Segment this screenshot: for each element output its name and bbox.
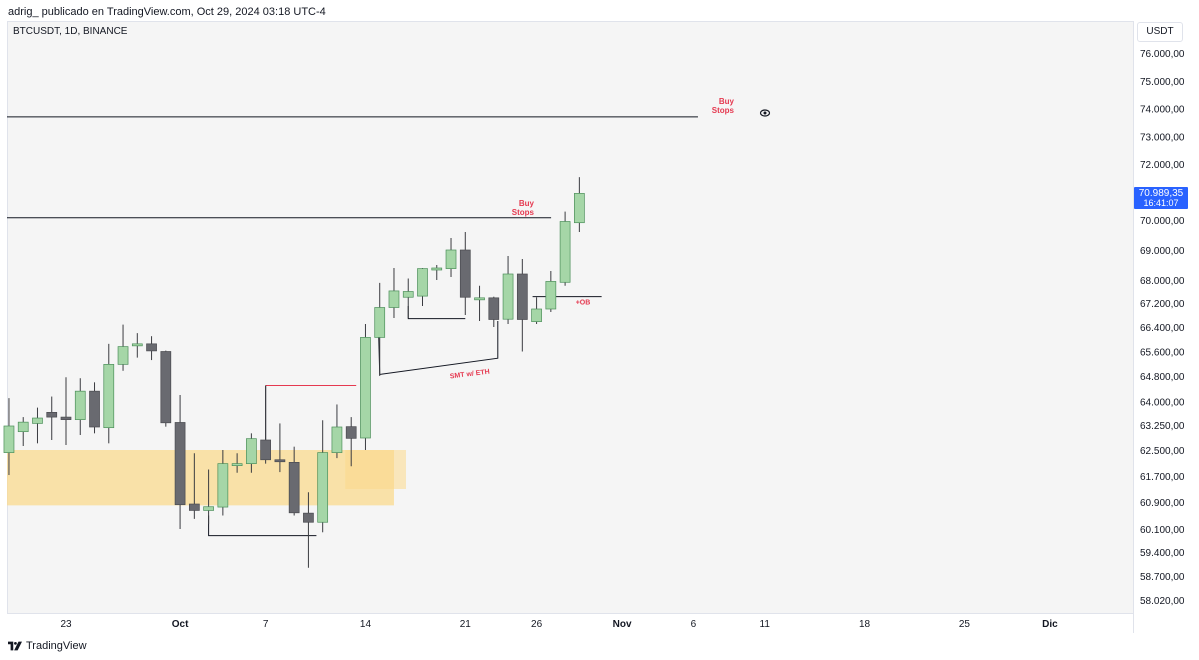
price-axis[interactable] — [1133, 21, 1199, 633]
x-tick-label: 18 — [859, 619, 871, 630]
publish-attribution: adrig_ publicado en TradingView.com, Oct… — [8, 6, 326, 18]
y-tick-label: 69.000,00 — [1140, 246, 1185, 257]
candle-body-55 — [516, 273, 528, 320]
candle-body-59 — [574, 193, 585, 224]
candle-body-33 — [203, 506, 214, 511]
x-tick-label: 21 — [460, 619, 472, 630]
candle-body-58 — [559, 221, 571, 283]
candle-body-45 — [374, 307, 386, 338]
candle-body-21 — [32, 417, 43, 424]
candle-body-43 — [345, 426, 357, 439]
lows-bracket — [208, 515, 317, 537]
tradingview-logo-icon — [8, 641, 22, 651]
candle-body-47 — [402, 291, 414, 298]
y-tick-label: 75.000,00 — [1140, 77, 1185, 88]
candle-body-31 — [174, 422, 186, 506]
x-tick-label: Oct — [172, 619, 189, 630]
y-tick-label: 65.600,00 — [1140, 348, 1185, 359]
demand-zone — [7, 450, 394, 506]
candle-body-37 — [260, 439, 271, 461]
candle-body-20 — [17, 421, 29, 433]
candle-body-38 — [274, 459, 286, 463]
x-tick-label: 6 — [691, 619, 697, 630]
candle-body-36 — [246, 438, 257, 464]
smt-divergence-line — [378, 321, 499, 376]
tradingview-branding: TradingView — [8, 640, 87, 652]
candle-body-29 — [146, 343, 157, 352]
candle-body-22 — [46, 412, 58, 418]
x-tick-label: 7 — [263, 619, 269, 630]
y-tick-label: 72.000,00 — [1140, 160, 1185, 171]
y-tick-label: 68.000,00 — [1140, 276, 1185, 287]
y-tick-label: 62.500,00 — [1140, 446, 1185, 457]
y-tick-label: 74.000,00 — [1140, 105, 1185, 116]
candle-body-51 — [459, 249, 471, 298]
x-tick-label: Dic — [1042, 619, 1058, 630]
time-axis[interactable] — [7, 613, 1133, 634]
current-price-tag — [1134, 187, 1188, 209]
inner-zone — [345, 450, 406, 489]
x-tick-label: 23 — [60, 619, 72, 630]
x-tick-label: Nov — [613, 619, 632, 630]
x-tick-label: 25 — [959, 619, 971, 630]
y-tick-label: 76.000,00 — [1140, 49, 1185, 60]
candle-body-48 — [417, 268, 428, 297]
candle-body-50 — [445, 249, 457, 269]
currency-button[interactable]: USDT — [1137, 22, 1183, 42]
y-tick-label: 58.020,00 — [1140, 596, 1185, 607]
candle-body-28 — [131, 343, 143, 347]
y-tick-label: 61.700,00 — [1140, 472, 1185, 483]
candle-body-24 — [74, 390, 86, 420]
ob-label: +OB — [576, 300, 591, 307]
candle-body-30 — [160, 351, 172, 424]
symbol-label: BTCUSDT, 1D, BINANCE — [13, 26, 128, 37]
y-tick-label: 70.000,00 — [1140, 216, 1185, 227]
candle-body-27 — [117, 346, 129, 365]
y-tick-label: 60.100,00 — [1140, 525, 1185, 536]
candle-body-52 — [474, 297, 485, 301]
candle-body-49 — [431, 267, 443, 271]
candle-body-34 — [217, 463, 229, 508]
buy-stops-label-lower-2: Stops — [512, 208, 535, 217]
y-tick-label: 60.900,00 — [1140, 498, 1185, 509]
candle-body-46 — [388, 290, 400, 308]
y-tick-label: 67.200,00 — [1140, 299, 1185, 310]
y-tick-label: 64.000,00 — [1140, 397, 1185, 408]
x-tick-label: 14 — [360, 619, 372, 630]
candle-countdown: 16:41:07 — [1143, 198, 1178, 208]
candle-body-35 — [231, 463, 243, 466]
y-tick-label: 59.400,00 — [1140, 548, 1185, 559]
current-price-value: 70.989,35 — [1139, 188, 1184, 199]
candle-body-39 — [288, 462, 300, 514]
candle-body-41 — [317, 452, 329, 523]
x-tick-label: 11 — [760, 619, 771, 630]
candle-body-23 — [60, 416, 72, 420]
y-tick-label: 66.400,00 — [1140, 323, 1185, 334]
y-tick-label: 64.800,00 — [1140, 372, 1185, 383]
footer-brand: TradingView — [26, 640, 87, 652]
candle-body-53 — [488, 297, 500, 320]
upper-lows-bracket — [407, 306, 466, 320]
y-tick-label: 63.250,00 — [1140, 421, 1185, 432]
candle-body-57 — [545, 281, 557, 310]
x-tick-label: 26 — [531, 619, 543, 630]
smt-label: SMT w/ ETH — [450, 369, 491, 381]
buy-stops-label-upper-1: Buy — [719, 97, 735, 106]
candle-body-54 — [502, 273, 514, 320]
buy-stops-label-lower-1: Buy — [519, 199, 535, 208]
candle-body-25 — [89, 390, 100, 428]
candle-body-32 — [188, 503, 200, 511]
candle-body-42 — [331, 426, 343, 453]
candle-body-40 — [303, 512, 314, 523]
buy-stops-label-upper-2: Stops — [712, 106, 735, 115]
y-tick-label: 58.700,00 — [1140, 572, 1185, 583]
eye-icon — [759, 109, 771, 117]
candle-body-56 — [531, 308, 542, 322]
candle-body-26 — [103, 364, 115, 429]
candle-body-19 — [3, 425, 15, 453]
candle-body-44 — [360, 337, 371, 439]
y-tick-label: 73.000,00 — [1140, 132, 1185, 143]
